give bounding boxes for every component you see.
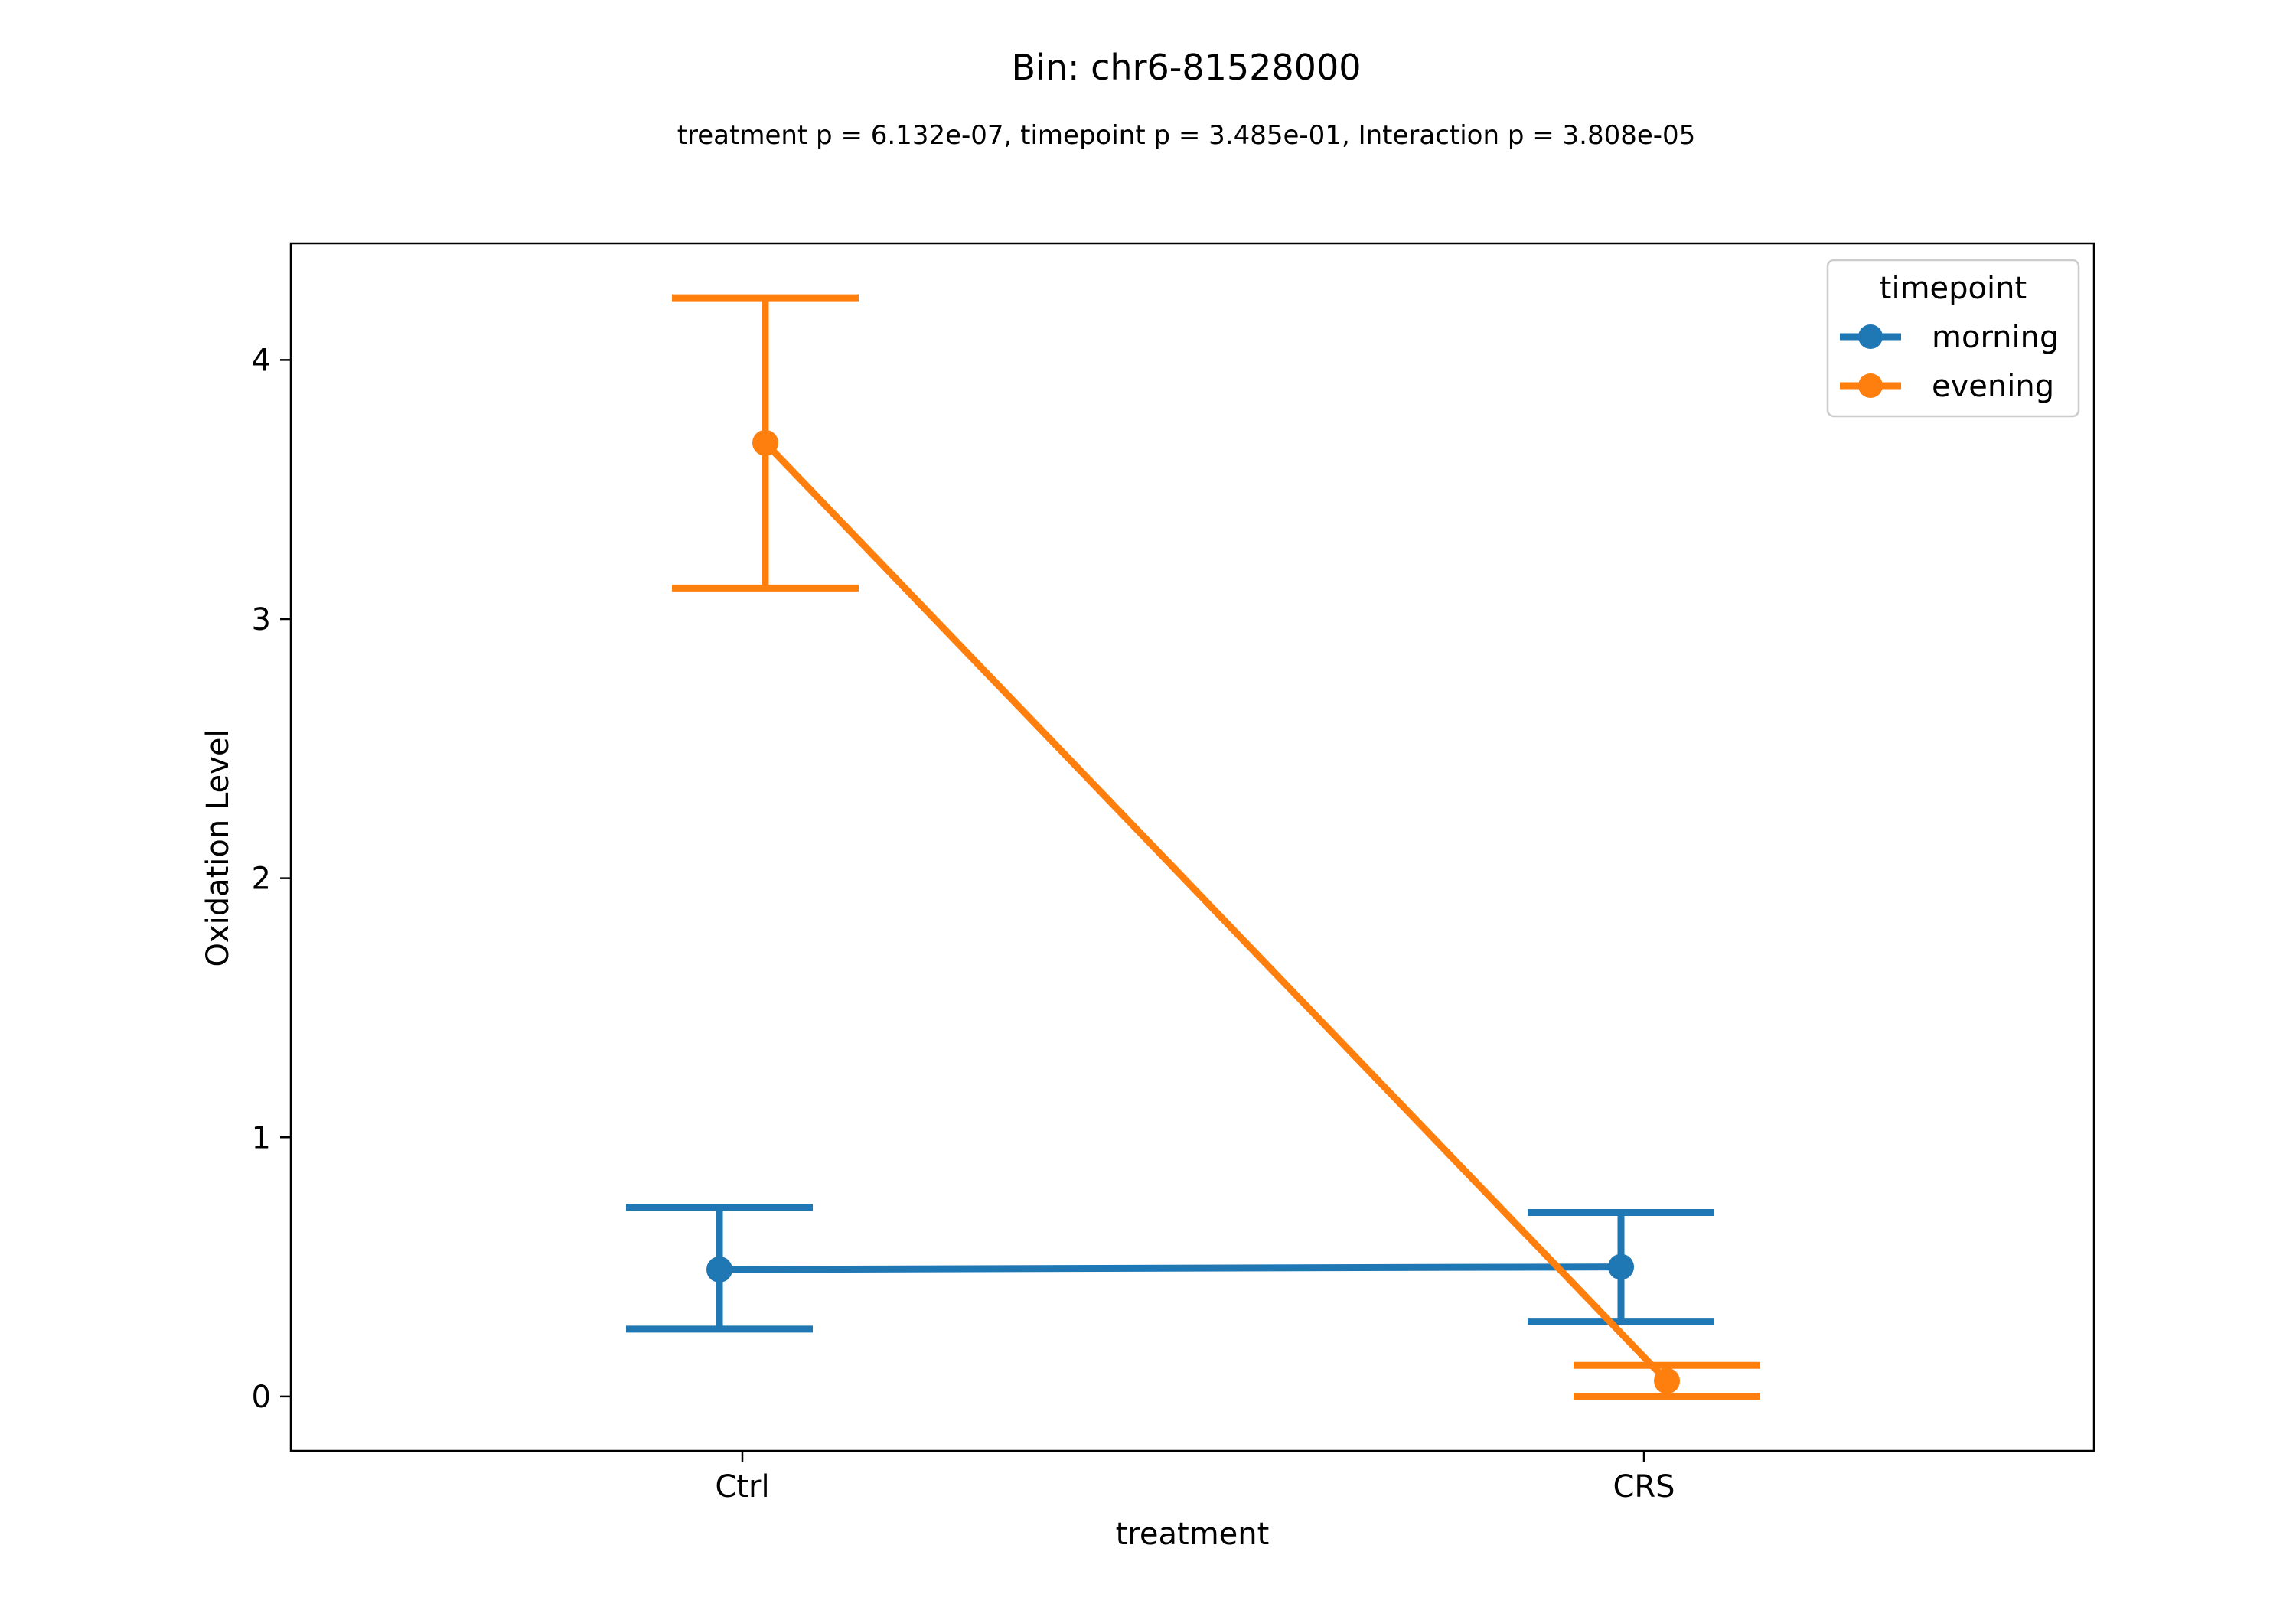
x-tick-label-crs: CRS (1613, 1469, 1675, 1504)
x-tick-label-ctrl: Ctrl (715, 1469, 769, 1504)
legend-box (1826, 259, 2080, 418)
data-point-evening-ctrl (752, 429, 778, 456)
data-point-morning-crs (1608, 1253, 1634, 1280)
y-tick-label-4: 4 (252, 343, 271, 378)
chart-subtitle: treatment p = 6.132e-07, timepoint p = 3… (677, 120, 1696, 151)
legend-marker-morning (1858, 324, 1883, 349)
series-evening (672, 294, 1760, 1400)
series-line-evening (762, 440, 1670, 1384)
y-tick-label-0: 0 (252, 1380, 271, 1415)
y-axis-label: Oxidation Level (201, 729, 236, 966)
y-tick-label-1: 1 (252, 1120, 271, 1156)
series-line-morning (719, 1263, 1622, 1273)
y-tick-label-3: 3 (252, 602, 271, 637)
x-axis: Ctrl CRS (715, 1451, 1675, 1504)
chart-title: Bin: chr6-81528000 (1012, 47, 1362, 88)
legend: timepoint morning evening (1826, 259, 2080, 418)
plot-area (626, 294, 1760, 1400)
x-axis-label: treatment (1116, 1517, 1270, 1552)
y-tick-label-2: 2 (252, 862, 271, 897)
legend-title: timepoint (1880, 271, 2027, 306)
legend-marker-evening (1858, 373, 1883, 398)
legend-label-evening: evening (1932, 369, 2054, 404)
data-point-morning-ctrl (706, 1256, 732, 1283)
plot-frame (289, 242, 2095, 1452)
series-morning (626, 1204, 1714, 1333)
data-point-evening-crs (1654, 1367, 1680, 1394)
legend-label-morning: morning (1932, 320, 2059, 355)
y-axis: 0 1 2 3 4 (252, 343, 291, 1415)
